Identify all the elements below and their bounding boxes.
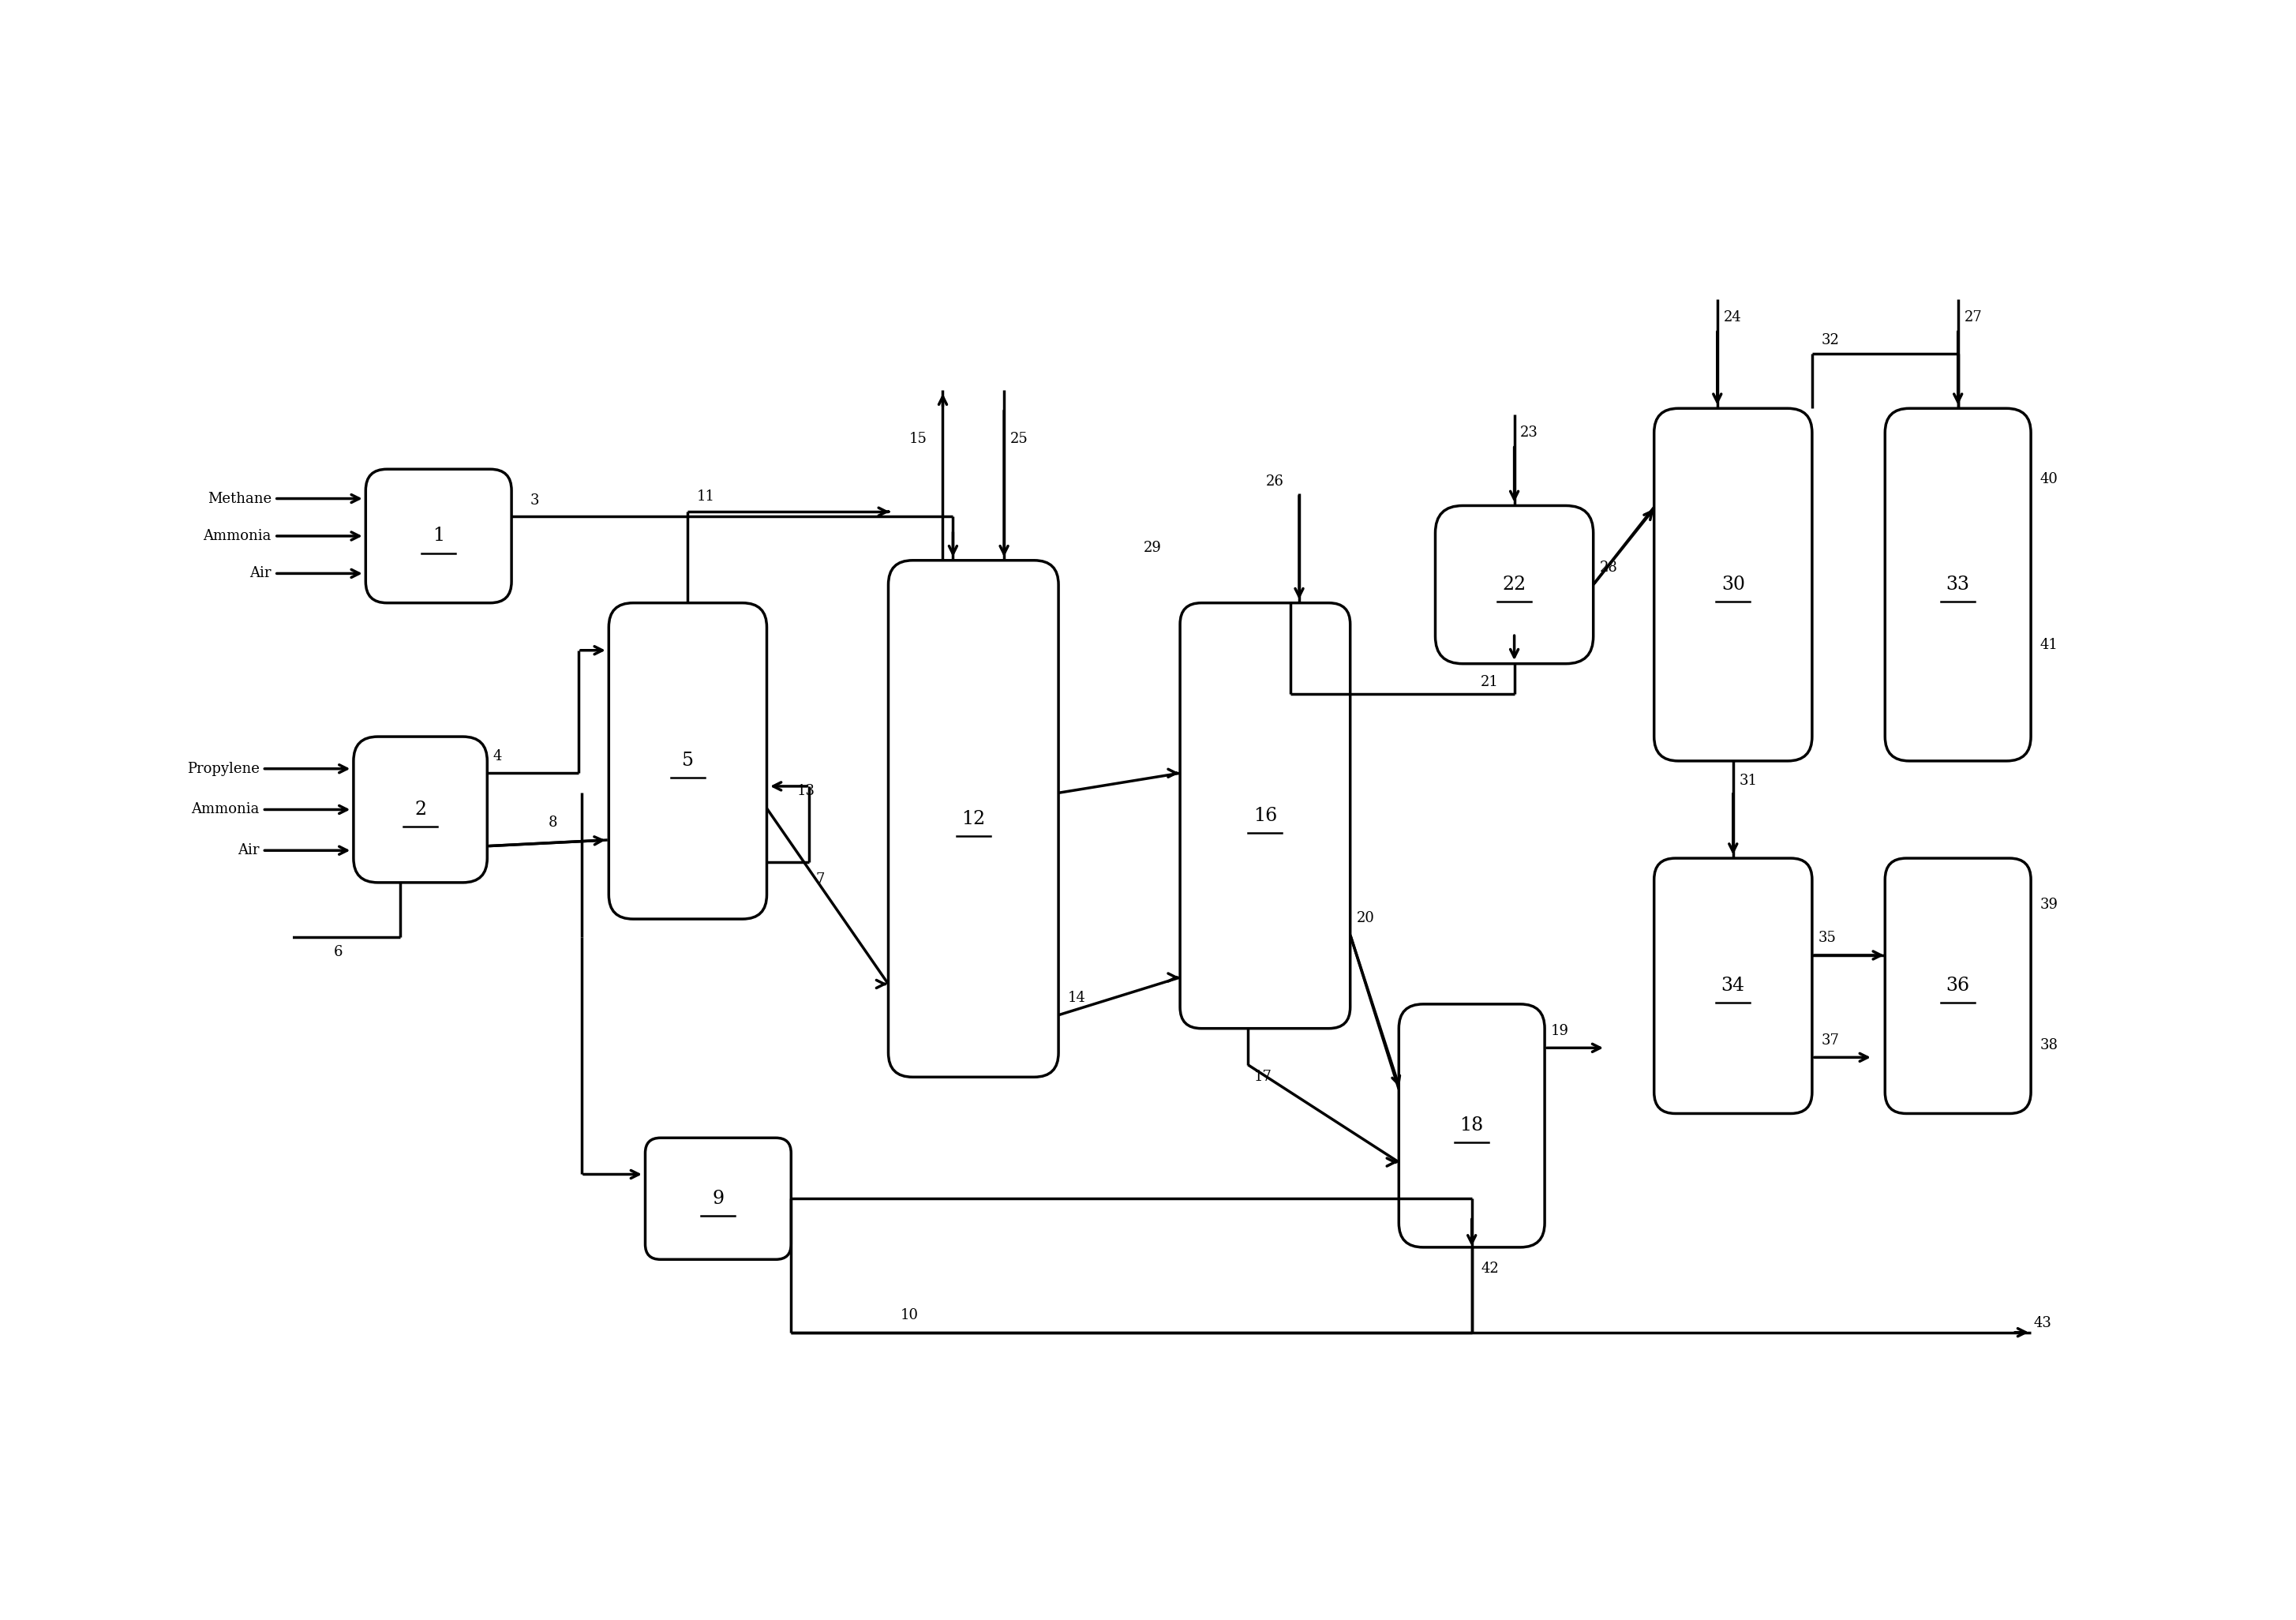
FancyBboxPatch shape	[1653, 408, 1812, 761]
Text: 28: 28	[1600, 561, 1616, 575]
Text: 8: 8	[549, 816, 558, 829]
Text: 40: 40	[2041, 473, 2057, 486]
Text: 6: 6	[333, 946, 342, 959]
Text: 36: 36	[1947, 977, 1970, 995]
Text: 10: 10	[900, 1309, 918, 1322]
FancyBboxPatch shape	[1435, 505, 1593, 664]
FancyBboxPatch shape	[1653, 859, 1812, 1113]
Text: 43: 43	[2034, 1315, 2053, 1330]
Text: 25: 25	[1010, 431, 1029, 445]
Text: 17: 17	[1254, 1069, 1272, 1084]
Text: 7: 7	[815, 872, 824, 886]
FancyBboxPatch shape	[645, 1137, 792, 1259]
Text: 5: 5	[682, 752, 693, 770]
Text: 9: 9	[712, 1189, 723, 1209]
Text: 22: 22	[1502, 575, 1527, 595]
FancyBboxPatch shape	[1180, 603, 1350, 1029]
FancyBboxPatch shape	[1398, 1004, 1545, 1247]
Text: 3: 3	[530, 494, 540, 509]
Text: Ammonia: Ammonia	[191, 802, 259, 816]
Text: 34: 34	[1722, 977, 1745, 995]
Text: 1: 1	[432, 526, 445, 544]
Text: 18: 18	[1460, 1116, 1483, 1134]
FancyBboxPatch shape	[354, 737, 487, 883]
Text: 2: 2	[413, 800, 427, 818]
FancyBboxPatch shape	[1885, 408, 2032, 761]
FancyBboxPatch shape	[365, 470, 512, 603]
Text: 12: 12	[962, 810, 985, 828]
FancyBboxPatch shape	[889, 561, 1058, 1077]
Text: 41: 41	[2041, 638, 2057, 653]
Text: 35: 35	[1818, 931, 1837, 946]
Text: 16: 16	[1254, 807, 1277, 825]
Text: 37: 37	[1821, 1034, 1839, 1048]
Text: Ammonia: Ammonia	[204, 530, 271, 543]
Text: 38: 38	[2041, 1038, 2057, 1053]
FancyBboxPatch shape	[608, 603, 767, 919]
Text: 4: 4	[494, 748, 503, 763]
Text: 13: 13	[797, 784, 815, 799]
Text: 42: 42	[1481, 1262, 1499, 1275]
Text: 24: 24	[1724, 309, 1740, 324]
Text: 20: 20	[1357, 910, 1375, 925]
Text: 39: 39	[2041, 897, 2057, 912]
Text: 11: 11	[698, 489, 714, 504]
Text: 33: 33	[1947, 575, 1970, 595]
Text: 21: 21	[1481, 676, 1499, 688]
Text: 15: 15	[909, 431, 928, 445]
Text: 31: 31	[1738, 773, 1756, 787]
Text: Air: Air	[250, 567, 271, 580]
Text: 29: 29	[1143, 541, 1162, 556]
Text: 30: 30	[1722, 575, 1745, 595]
Text: 32: 32	[1821, 334, 1839, 347]
Text: Methane: Methane	[207, 491, 271, 505]
Text: Air: Air	[236, 844, 259, 857]
Text: 19: 19	[1550, 1024, 1568, 1038]
FancyBboxPatch shape	[1885, 859, 2032, 1113]
Text: 23: 23	[1520, 426, 1538, 439]
Text: 27: 27	[1963, 309, 1981, 324]
Text: 26: 26	[1265, 475, 1283, 489]
Text: 14: 14	[1068, 991, 1086, 1004]
Text: Propylene: Propylene	[186, 761, 259, 776]
